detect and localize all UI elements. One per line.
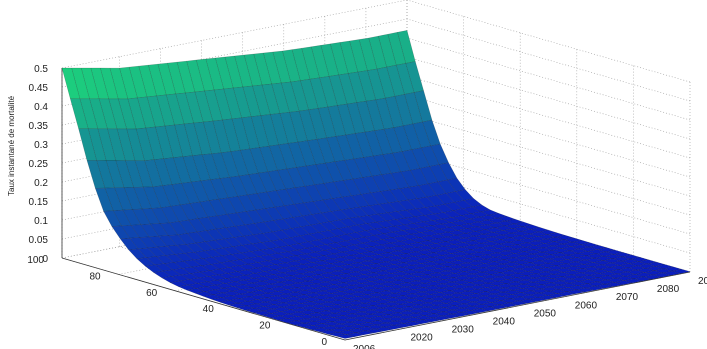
year-tick-label: 2030 [452,325,475,336]
year-tick-label: 2040 [493,316,516,327]
grid-line [406,94,691,178]
axis-edge [344,271,691,341]
grid-line [406,18,691,102]
grid-line [406,0,691,83]
z-tick-label: 0.45 [29,83,49,94]
grid-line [406,113,691,197]
grid-line [406,132,691,216]
surface-layer [61,30,691,339]
age-tick-label: 100 [27,255,44,266]
year-tick-label: 2060 [575,300,598,311]
z-tick-label: 0.4 [34,102,48,113]
grid-line [406,170,691,254]
year-tick-label: 2050 [534,308,557,319]
z-tick-label: 0 [42,254,48,265]
z-tick-label: 0.15 [29,197,49,208]
year-tick-label: 2020 [411,333,434,344]
age-tick-label: 40 [203,304,215,315]
year-tick-label: 2080 [657,284,680,295]
z-tick-label: 0.35 [29,121,49,132]
axis-edge [61,257,346,341]
grid-line [406,37,691,121]
age-tick-label: 20 [259,321,271,332]
age-tick-label: 0 [321,337,327,348]
grid-line [406,56,691,140]
z-tick-label: 0.3 [34,140,48,151]
tick-layer: 00.050.10.150.20.250.30.350.40.450.50204… [27,64,707,349]
age-tick-label: 60 [146,288,158,299]
grid-line [406,151,691,235]
z-axis-label: Taux instantané de mortalité [7,95,16,196]
z-tick-label: 0.1 [34,216,48,227]
age-tick-label: 80 [89,271,101,282]
year-tick-label: 2070 [616,292,639,303]
surface-patch [336,334,355,339]
z-tick-label: 0.05 [29,235,49,246]
z-tick-label: 0.25 [29,159,49,170]
z-tick-label: 0.5 [34,64,48,75]
z-tick-label: 0.2 [34,178,48,189]
year-tick-label: 209 [698,276,707,287]
grid-line [406,75,691,159]
year-tick-label: 2006 [353,344,376,349]
